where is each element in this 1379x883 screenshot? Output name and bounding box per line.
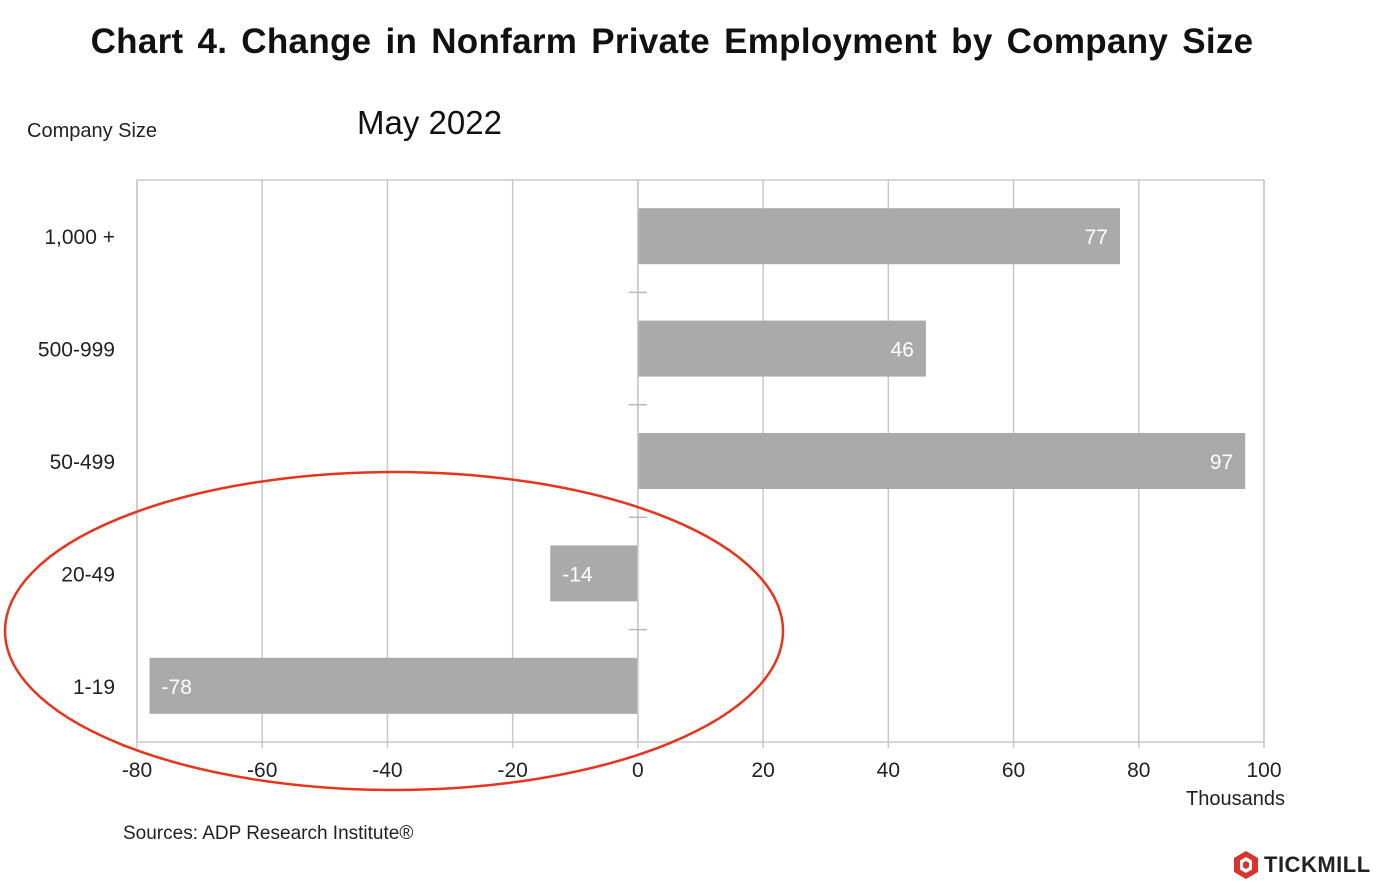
x-tick-label: 100 — [1246, 759, 1281, 782]
highlight-ellipse — [3, 470, 785, 792]
data-label: 46 — [891, 339, 914, 362]
labels: -80 -60 -40 -20 0 20 40 60 80 100 1,000 + 77 500-999… — [38, 226, 1282, 782]
bar — [637, 208, 1120, 265]
category-label: 1-19 — [73, 676, 115, 699]
x-axis-unit-label: Thousands — [1186, 788, 1285, 810]
x-tick-label: -60 — [247, 759, 277, 782]
y-axis-title: Company Size — [27, 120, 158, 142]
bar — [637, 320, 926, 377]
data-label: 77 — [1085, 226, 1108, 249]
x-tick-label: 20 — [751, 759, 774, 782]
bar — [149, 657, 638, 714]
x-tick-label: 60 — [1002, 759, 1025, 782]
bars — [149, 208, 1246, 714]
x-tick-label: -20 — [497, 759, 527, 782]
axes — [136, 180, 1265, 748]
data-label: -78 — [162, 676, 192, 699]
bar — [550, 545, 638, 602]
brand-logo: TICKMILL — [1233, 848, 1371, 882]
x-tick-label: 0 — [632, 759, 644, 782]
bar — [637, 433, 1246, 489]
category-label: 50-499 — [50, 451, 115, 474]
category-label: 1,000 + — [44, 226, 115, 249]
x-tick-label: -40 — [372, 759, 402, 782]
x-tick-label: 80 — [1127, 759, 1150, 782]
chart-title: Chart 4. Change in Nonfarm Private Emplo… — [90, 22, 1254, 61]
data-label: -14 — [562, 563, 593, 586]
data-label: 97 — [1210, 451, 1233, 474]
chart-subtitle: May 2022 — [357, 104, 502, 141]
brand-name: TICKMILL — [1264, 852, 1371, 877]
source-note: Sources: ADP Research Institute® — [123, 823, 414, 844]
category-label: 20-49 — [61, 563, 115, 586]
x-tick-label: 40 — [877, 759, 900, 782]
tickmill-logo-icon — [1234, 851, 1258, 879]
x-tick-label: -80 — [122, 759, 152, 782]
category-label: 500-999 — [38, 339, 115, 362]
